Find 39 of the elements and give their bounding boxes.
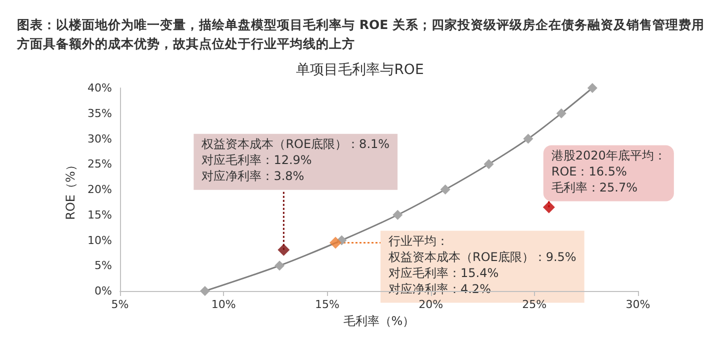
x-tick-label: 15%: [314, 298, 340, 311]
annotation: 港股2020年底平均：: [551, 148, 666, 162]
annotation: 对应净利率：3.8%: [202, 168, 304, 183]
y-tick-label: 15%: [88, 208, 112, 222]
y-tick-label: 0%: [94, 284, 112, 298]
y-tick-label: 5%: [94, 259, 112, 272]
annotation: 权益资本成本（ROE底限）：9.5%: [387, 250, 576, 264]
point: [484, 159, 494, 170]
chart-title: 图表：以楼面地价为唯一变量，描绘单盘模型项目毛利率与 ROE 关系；四家投资级评级房企在债务融资及销售管理费用方面具备额外的成本优势，故其点位处于行业平均线的上方: [16, 17, 704, 51]
annotation: 毛利率：25.7%: [551, 180, 638, 194]
x-tick-label: 20%: [418, 298, 444, 311]
point: [329, 236, 342, 249]
point: [542, 201, 555, 214]
y-tick-label: 35%: [88, 106, 112, 120]
x-tick-label: 30%: [626, 298, 650, 311]
y-tick-label: 10%: [88, 234, 112, 247]
point: [392, 210, 403, 220]
y-tick-label: 40%: [88, 82, 112, 94]
point: [523, 134, 534, 144]
annotation: 行业平均：: [388, 234, 448, 248]
y-tick-label: 25%: [88, 158, 112, 171]
x-tick-label: 25%: [522, 298, 547, 311]
point: [587, 83, 598, 93]
point: [274, 260, 285, 271]
annotation: ROE：16.5%: [551, 164, 627, 178]
y-tick-label: 30%: [88, 132, 112, 146]
point: [200, 286, 210, 296]
x-tick-label: 5%: [111, 298, 129, 311]
point: [556, 108, 566, 118]
x-tick-label: 10%: [211, 298, 236, 311]
annotation: 权益资本成本（ROE底限）：8.1%: [200, 136, 390, 151]
x-axis-title: 毛利率（%）: [343, 314, 415, 328]
annotation: 对应毛利率：12.9%: [202, 152, 312, 167]
point: [440, 184, 450, 194]
annotation: 对应毛利率：15.4%: [388, 266, 499, 280]
chart-subtitle: 单项目毛利率与ROE: [296, 62, 424, 78]
y-tick-label: 20%: [88, 183, 112, 196]
y-axis-title: ROE（%）: [64, 159, 78, 220]
point: [278, 244, 290, 256]
